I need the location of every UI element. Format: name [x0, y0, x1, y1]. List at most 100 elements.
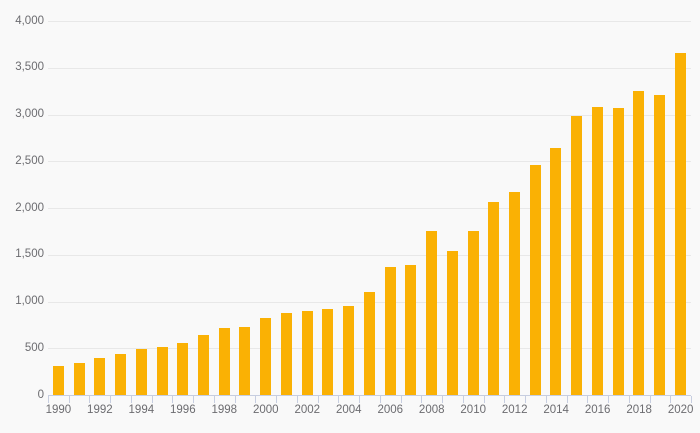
bar-1999 — [239, 327, 251, 395]
x-tick-label-2020: 2020 — [667, 404, 694, 416]
x-tick-label-2016: 2016 — [584, 404, 611, 416]
bar-cell-2019 — [649, 21, 670, 395]
bar-1996 — [177, 343, 189, 395]
x-tick-mark — [318, 396, 319, 403]
x-tick-mark — [110, 396, 111, 403]
x-tick-label-2002: 2002 — [294, 404, 321, 416]
x-tick-mark — [48, 396, 49, 403]
x-tick-label-2004: 2004 — [335, 404, 362, 416]
x-tick-mark — [193, 396, 194, 403]
bar-cell-1998 — [214, 21, 235, 395]
x-tick-mark — [338, 396, 339, 403]
bar-cell-2020 — [670, 21, 691, 395]
x-tick-mark — [670, 396, 671, 403]
x-tick-mark — [421, 396, 422, 403]
x-tick-label-2018: 2018 — [626, 404, 652, 416]
bar-cell-2016 — [587, 21, 608, 395]
bar-1995 — [156, 347, 168, 395]
x-tick-mark — [69, 396, 70, 403]
bar-2018 — [633, 91, 645, 395]
x-tick-mark — [629, 396, 630, 403]
x-axis-labels: 1990 1992 1994 1996 1998 2000 2002 2004 2006 2008… — [45, 404, 694, 419]
bar-cell-1997 — [193, 21, 214, 395]
x-tick-label-1998: 1998 — [211, 404, 238, 416]
x-tick-mark — [504, 396, 505, 403]
bar-1994 — [135, 349, 147, 395]
bar-2015 — [571, 116, 583, 395]
x-tick-mark — [255, 396, 256, 403]
bar-cell-1990 — [48, 21, 69, 395]
bar-2007 — [405, 265, 417, 395]
bar-1993 — [115, 354, 127, 395]
bar-cell-1991 — [69, 21, 90, 395]
y-tick-label-4000: 4,000 — [15, 14, 44, 27]
bar-2016 — [591, 107, 603, 395]
x-tick-mark — [525, 396, 526, 403]
x-tick-mark — [152, 396, 153, 403]
y-tick-label-3000: 3,000 — [15, 108, 44, 120]
bar-1990 — [52, 366, 64, 395]
x-tick-label-1992: 1992 — [87, 404, 113, 416]
gridline-1500 — [48, 255, 691, 256]
bar-2020 — [674, 53, 686, 395]
bar-2017 — [612, 108, 624, 395]
x-tick-mark — [484, 396, 485, 403]
bar-cell-1992 — [89, 21, 110, 395]
bars — [48, 21, 691, 395]
bar-cell-1999 — [235, 21, 256, 395]
x-tick-mark — [214, 396, 215, 403]
x-tick-mark — [359, 396, 360, 403]
bar-cell-1995 — [152, 21, 173, 395]
y-tick-label-1000: 1,000 — [15, 295, 44, 307]
x-tick-mark — [442, 396, 443, 403]
y-tick-label-1500: 1,500 — [15, 248, 44, 261]
bar-1992 — [94, 358, 106, 395]
bar-cell-2006 — [380, 21, 401, 395]
bar-2014 — [550, 148, 562, 395]
x-tick-mark — [401, 396, 402, 403]
bar-2012 — [509, 192, 521, 395]
x-tick-label-2014: 2014 — [543, 404, 569, 416]
bar-cell-2005 — [359, 21, 380, 395]
bar-cell-2009 — [442, 21, 463, 395]
y-axis-labels: 0 500 1,000 1,500 2,000 2,500 3,000 3,500 4,000 — [0, 0, 44, 433]
bar-cell-1996 — [172, 21, 193, 395]
x-tick-label-1990: 1990 — [45, 404, 72, 416]
x-tick-mark — [650, 396, 651, 403]
bar-cell-2012 — [504, 21, 525, 395]
x-tick-label-2006: 2006 — [377, 404, 404, 416]
bar-2010 — [467, 231, 479, 395]
x-tick-mark — [297, 396, 298, 403]
x-tick-label-2012: 2012 — [501, 404, 528, 416]
bar-2011 — [488, 202, 500, 395]
x-tick-label-2010: 2010 — [460, 404, 486, 416]
x-tick-mark — [691, 396, 692, 403]
x-tick-mark — [567, 396, 568, 403]
bar-cell-2018 — [629, 21, 650, 395]
x-tick-label-1996: 1996 — [170, 404, 196, 416]
bar-cell-2017 — [608, 21, 629, 395]
y-tick-label-2500: 2,500 — [15, 154, 44, 167]
bar-2005 — [363, 292, 375, 395]
bar-cell-2011 — [483, 21, 504, 395]
bar-2013 — [529, 165, 541, 395]
x-tick-mark — [276, 396, 277, 403]
x-tick-mark — [380, 396, 381, 403]
x-tick-label-2000: 2000 — [252, 404, 279, 416]
bar-cell-2007 — [400, 21, 421, 395]
gridline-4000 — [48, 21, 691, 22]
bar-2002 — [301, 311, 313, 395]
gridline-3500 — [48, 68, 691, 69]
bar-2006 — [384, 267, 396, 395]
y-tick-label-3500: 3,500 — [15, 61, 44, 74]
bar-cell-2010 — [463, 21, 484, 395]
x-tick-mark — [235, 396, 236, 403]
bar-cell-2004 — [338, 21, 359, 395]
x-tick-label-2008: 2008 — [418, 404, 445, 416]
bar-cell-2008 — [421, 21, 442, 395]
bar-cell-2003 — [318, 21, 339, 395]
y-tick-label-0: 0 — [37, 388, 44, 401]
plot-area — [48, 21, 691, 396]
x-tick-mark — [587, 396, 588, 403]
